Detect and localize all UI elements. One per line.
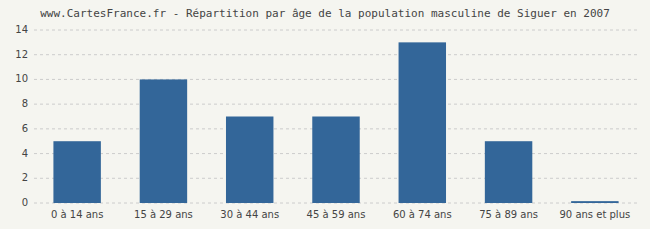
x-tick-label: 0 à 14 ans — [51, 209, 103, 220]
y-tick-label: 6 — [22, 123, 28, 134]
chart-container: 0 2 4 6 8 10 12 14 0 à 14 ans 15 à 29 ans 30 à 44 … — [0, 0, 650, 229]
y-tick-label: 2 — [22, 172, 28, 183]
bars — [53, 42, 618, 203]
y-tick-label: 10 — [15, 73, 28, 84]
bar — [571, 201, 618, 203]
grid-line — [34, 54, 638, 55]
y-tick-label: 14 — [15, 24, 28, 35]
x-axis: 0 à 14 ans 15 à 29 ans 30 à 44 ans 45 à 59 … — [51, 209, 630, 220]
bar — [226, 117, 273, 204]
x-tick-label: 15 à 29 ans — [134, 209, 193, 220]
bar — [312, 117, 359, 204]
grid-line — [34, 79, 638, 80]
y-tick-label: 0 — [22, 197, 28, 208]
x-tick-label: 30 à 44 ans — [220, 209, 279, 220]
grid-line — [34, 104, 638, 105]
bar — [140, 79, 187, 203]
y-tick-label: 4 — [22, 148, 28, 159]
x-tick-label: 60 à 74 ans — [393, 209, 452, 220]
grid — [34, 30, 638, 203]
y-axis: 0 2 4 6 8 10 12 14 — [15, 24, 28, 208]
chart-svg: 0 2 4 6 8 10 12 14 0 à 14 ans 15 à 29 ans 30 à 44 … — [0, 0, 650, 229]
x-tick-label: 45 à 59 ans — [307, 209, 366, 220]
bar — [399, 42, 446, 203]
bar — [53, 141, 100, 203]
x-tick-label: 75 à 89 ans — [479, 209, 538, 220]
bar — [485, 141, 532, 203]
grid-line — [34, 30, 638, 31]
y-tick-label: 12 — [15, 49, 28, 60]
x-tick-label: 90 ans et plus — [560, 209, 631, 220]
title: www.CartesFrance.fr - Répartition par âg… — [40, 7, 610, 20]
y-tick-label: 8 — [22, 98, 28, 109]
